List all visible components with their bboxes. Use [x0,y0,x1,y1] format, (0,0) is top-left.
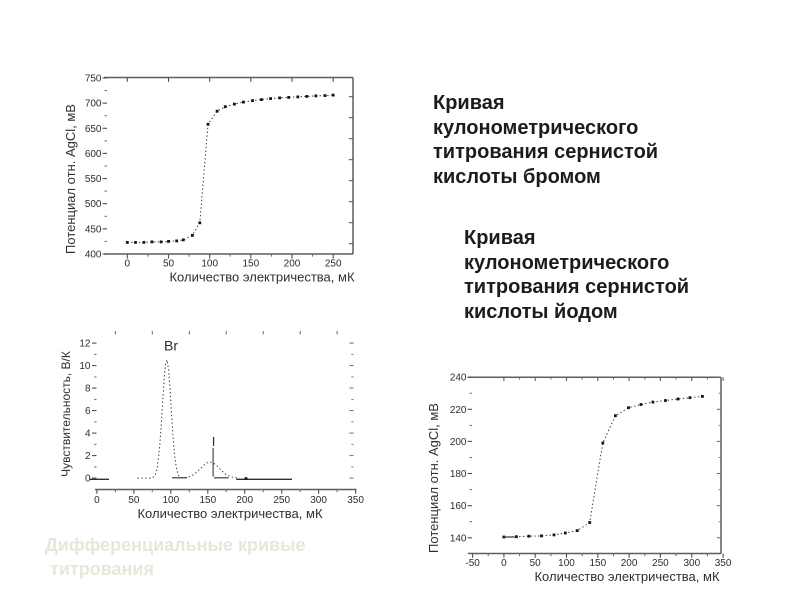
svg-text:10: 10 [79,361,91,372]
svg-text:Потенциал отн. AgCl, мВ: Потенциал отн. AgCl, мВ [426,403,441,553]
svg-text:100: 100 [162,495,179,506]
svg-text:0: 0 [125,259,131,270]
svg-text:Количество электричества, мК: Количество электричества, мК [534,569,719,584]
svg-text:0: 0 [94,495,100,506]
svg-text:50: 50 [163,259,175,270]
svg-text:8: 8 [85,384,91,395]
svg-text:240: 240 [450,373,467,384]
svg-text:350: 350 [715,558,732,569]
svg-text:300: 300 [683,558,700,569]
svg-text:200: 200 [450,437,467,448]
svg-text:140: 140 [450,533,467,544]
svg-text:450: 450 [85,224,102,235]
svg-text:180: 180 [450,469,467,480]
svg-text:500: 500 [85,199,102,210]
svg-text:Количество электричества, мК: Количество электричества, мК [137,506,322,521]
svg-text:250: 250 [273,495,290,506]
svg-text:750: 750 [85,74,102,85]
svg-text:I: I [212,434,216,449]
svg-text:150: 150 [242,259,259,270]
svg-text:150: 150 [199,495,216,506]
svg-text:-50: -50 [465,558,480,569]
svg-text:200: 200 [284,259,301,270]
svg-text:12: 12 [79,339,91,350]
svg-text:600: 600 [85,149,102,160]
svg-text:50: 50 [530,558,542,569]
svg-text:200: 200 [621,558,638,569]
svg-text:2: 2 [85,451,91,462]
svg-text:650: 650 [85,124,102,135]
svg-text:550: 550 [85,174,102,185]
svg-text:220: 220 [450,405,467,416]
svg-text:4: 4 [85,429,91,440]
svg-text:0: 0 [85,474,91,485]
svg-text:250: 250 [652,558,669,569]
svg-text:200: 200 [236,495,253,506]
svg-text:160: 160 [450,501,467,512]
svg-text:100: 100 [558,558,575,569]
svg-text:Br: Br [164,338,178,354]
svg-text:250: 250 [325,259,342,270]
svg-text:700: 700 [85,99,102,110]
svg-text:0: 0 [501,558,507,569]
svg-text:6: 6 [85,406,91,417]
svg-text:400: 400 [85,250,102,261]
svg-text:350: 350 [347,495,364,506]
svg-text:Чувствительность, В/К: Чувствительность, В/К [59,351,73,477]
svg-text:Потенциал отн. AgCl, мВ: Потенциал отн. AgCl, мВ [63,104,78,254]
svg-text:150: 150 [589,558,606,569]
svg-text:100: 100 [201,259,218,270]
svg-text:300: 300 [310,495,327,506]
svg-text:50: 50 [128,495,140,506]
svg-text:Количество электричества, мК: Количество электричества, мК [169,270,354,285]
